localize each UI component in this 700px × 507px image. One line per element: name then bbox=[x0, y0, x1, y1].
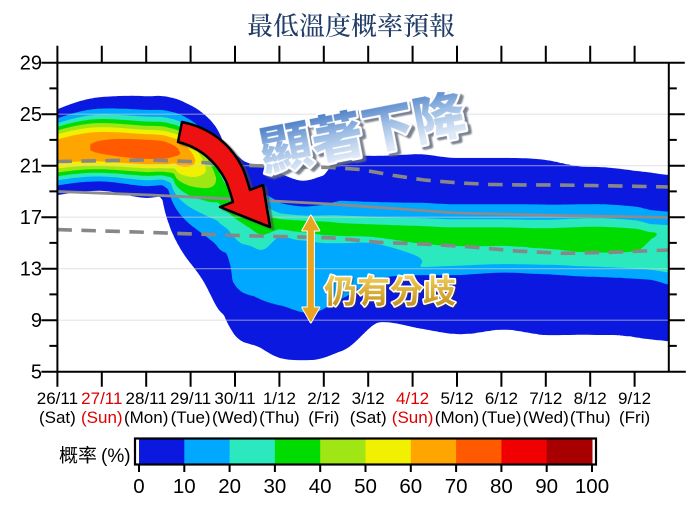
svg-text:(Wed): (Wed) bbox=[523, 408, 569, 427]
svg-text:29: 29 bbox=[20, 53, 42, 75]
svg-text:3/12: 3/12 bbox=[352, 389, 385, 408]
svg-text:90: 90 bbox=[535, 475, 558, 498]
svg-text:21: 21 bbox=[20, 156, 42, 178]
svg-text:20: 20 bbox=[218, 475, 241, 498]
svg-text:4/12: 4/12 bbox=[396, 389, 429, 408]
svg-text:(Wed): (Wed) bbox=[212, 408, 258, 427]
svg-text:40: 40 bbox=[309, 475, 332, 498]
svg-text:8/12: 8/12 bbox=[574, 389, 607, 408]
svg-text:9: 9 bbox=[31, 310, 42, 332]
svg-text:0: 0 bbox=[133, 475, 144, 498]
svg-text:7/12: 7/12 bbox=[529, 389, 562, 408]
svg-text:29/11: 29/11 bbox=[170, 389, 211, 408]
svg-text:30/11: 30/11 bbox=[214, 389, 255, 408]
svg-text:(Tue): (Tue) bbox=[481, 408, 521, 427]
svg-text:25: 25 bbox=[20, 104, 42, 126]
svg-text:1/12: 1/12 bbox=[263, 389, 296, 408]
svg-text:(Sat): (Sat) bbox=[350, 408, 387, 427]
svg-text:5: 5 bbox=[31, 362, 42, 384]
svg-text:27/11: 27/11 bbox=[81, 389, 122, 408]
svg-text:26/11: 26/11 bbox=[37, 389, 78, 408]
svg-text:30: 30 bbox=[263, 475, 286, 498]
svg-text:50: 50 bbox=[354, 475, 377, 498]
svg-text:(Fri): (Fri) bbox=[308, 408, 339, 427]
svg-text:(Sat): (Sat) bbox=[39, 408, 76, 427]
svg-text:(Tue): (Tue) bbox=[171, 408, 211, 427]
svg-text:80: 80 bbox=[490, 475, 513, 498]
svg-text:28/11: 28/11 bbox=[126, 389, 167, 408]
svg-text:(%): (%) bbox=[101, 446, 131, 467]
svg-text:6/12: 6/12 bbox=[485, 389, 518, 408]
svg-text:100: 100 bbox=[575, 475, 609, 498]
svg-text:(Thu): (Thu) bbox=[570, 408, 611, 427]
svg-text:2/12: 2/12 bbox=[307, 389, 340, 408]
svg-text:(Sun): (Sun) bbox=[81, 408, 123, 427]
svg-text:(Mon): (Mon) bbox=[124, 408, 168, 427]
svg-text:10: 10 bbox=[173, 475, 196, 498]
svg-text:(Thu): (Thu) bbox=[259, 408, 300, 427]
svg-text:60: 60 bbox=[399, 475, 422, 498]
svg-text:(Fri): (Fri) bbox=[619, 408, 650, 427]
svg-text:9/12: 9/12 bbox=[618, 389, 651, 408]
svg-text:17: 17 bbox=[20, 207, 42, 229]
svg-text:70: 70 bbox=[445, 475, 468, 498]
svg-text:5/12: 5/12 bbox=[440, 389, 473, 408]
svg-text:13: 13 bbox=[20, 259, 42, 281]
svg-text:(Mon): (Mon) bbox=[435, 408, 479, 427]
svg-text:(Sun): (Sun) bbox=[392, 408, 434, 427]
